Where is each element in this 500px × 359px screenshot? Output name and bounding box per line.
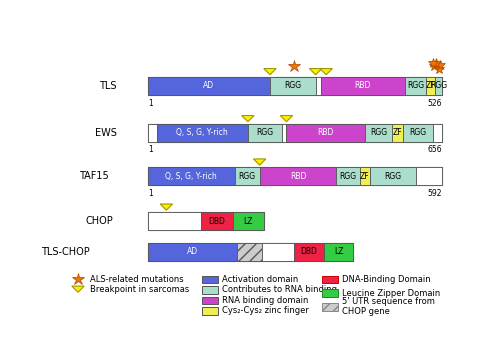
Text: Q, S, G, Y-rich: Q, S, G, Y-rich	[176, 129, 228, 137]
Text: TLS: TLS	[99, 81, 117, 91]
Bar	[262, 243, 294, 261]
Bar	[416, 167, 442, 185]
Bar	[237, 243, 262, 261]
Bar	[426, 77, 435, 95]
Bar	[360, 167, 370, 185]
Bar	[232, 213, 264, 230]
Polygon shape	[310, 69, 322, 75]
Text: 592: 592	[428, 189, 442, 198]
Bar	[148, 124, 442, 142]
Text: Q, S, G, Y-rich: Q, S, G, Y-rich	[166, 172, 217, 181]
Bar	[434, 124, 442, 142]
Bar	[148, 243, 353, 261]
Text: RBD: RBD	[354, 81, 371, 90]
Bar	[202, 286, 218, 294]
Bar	[336, 167, 360, 185]
Text: RBD: RBD	[318, 129, 334, 137]
Text: DBD: DBD	[208, 217, 226, 226]
Bar	[322, 276, 338, 283]
Polygon shape	[320, 69, 332, 75]
Polygon shape	[242, 116, 254, 122]
Text: DNA-Binding Domain: DNA-Binding Domain	[342, 275, 431, 284]
Text: RGG: RGG	[284, 81, 302, 90]
Bar	[201, 213, 232, 230]
Text: 526: 526	[428, 98, 442, 107]
Text: Leucine Zipper Domain: Leucine Zipper Domain	[342, 289, 440, 298]
Text: RGG: RGG	[256, 129, 274, 137]
Polygon shape	[254, 159, 266, 165]
Text: ALS-related mutations: ALS-related mutations	[90, 275, 184, 284]
Text: AD: AD	[187, 247, 198, 256]
Text: DBD: DBD	[300, 247, 318, 256]
Text: RBD: RBD	[290, 172, 306, 181]
Bar	[148, 167, 234, 185]
Bar	[324, 243, 353, 261]
Bar	[202, 276, 218, 283]
Bar	[294, 243, 324, 261]
Text: ZF: ZF	[360, 172, 370, 181]
Bar	[148, 213, 201, 230]
Bar	[234, 167, 260, 185]
Text: Activation domain: Activation domain	[222, 275, 298, 284]
Bar	[316, 77, 321, 95]
Text: Breakpoint in sarcomas: Breakpoint in sarcomas	[90, 285, 190, 294]
Text: CHOP: CHOP	[85, 216, 113, 227]
Polygon shape	[160, 204, 172, 210]
Bar	[322, 289, 338, 297]
Bar	[405, 77, 426, 95]
Polygon shape	[280, 116, 292, 122]
Text: RGG: RGG	[384, 172, 401, 181]
Bar	[270, 77, 316, 95]
Text: TAF15: TAF15	[79, 171, 109, 181]
Bar	[148, 77, 442, 95]
Bar	[403, 124, 434, 142]
Bar	[148, 243, 237, 261]
Bar	[148, 77, 270, 95]
Text: RGG: RGG	[238, 172, 256, 181]
Text: 5' UTR sequence from
CHOP gene: 5' UTR sequence from CHOP gene	[342, 297, 435, 316]
Polygon shape	[72, 286, 84, 292]
Text: Cys₂-Cys₂ zinc finger: Cys₂-Cys₂ zinc finger	[222, 307, 309, 316]
Bar	[282, 124, 286, 142]
Text: LZ: LZ	[334, 247, 344, 256]
Text: ZF: ZF	[426, 81, 436, 90]
Bar	[202, 307, 218, 315]
Bar	[148, 124, 156, 142]
Bar	[370, 167, 416, 185]
Text: 656: 656	[428, 145, 442, 154]
Bar	[248, 124, 282, 142]
Bar	[435, 77, 442, 95]
Polygon shape	[264, 69, 276, 75]
Text: RGG: RGG	[407, 81, 424, 90]
Bar	[392, 124, 403, 142]
Text: RGG: RGG	[340, 172, 356, 181]
Text: RGG: RGG	[410, 129, 426, 137]
Text: AD: AD	[204, 81, 214, 90]
Text: LZ: LZ	[244, 217, 253, 226]
Text: 1: 1	[148, 189, 152, 198]
Text: Contributes to RNA binding: Contributes to RNA binding	[222, 285, 337, 294]
Bar	[148, 167, 442, 185]
Text: 1: 1	[148, 98, 152, 107]
Bar	[260, 167, 336, 185]
Text: RNA binding domain: RNA binding domain	[222, 296, 308, 305]
Bar	[322, 303, 338, 311]
Bar	[286, 124, 364, 142]
Text: EWS: EWS	[95, 128, 117, 138]
Text: RGG: RGG	[370, 129, 387, 137]
Bar	[364, 124, 392, 142]
Text: ZF: ZF	[393, 129, 402, 137]
Bar	[202, 297, 218, 304]
Text: TLS-CHOP: TLS-CHOP	[41, 247, 90, 257]
Bar	[156, 124, 248, 142]
Text: 1: 1	[148, 145, 152, 154]
Text: RGG: RGG	[430, 81, 447, 90]
Bar	[148, 213, 264, 230]
Bar	[321, 77, 405, 95]
